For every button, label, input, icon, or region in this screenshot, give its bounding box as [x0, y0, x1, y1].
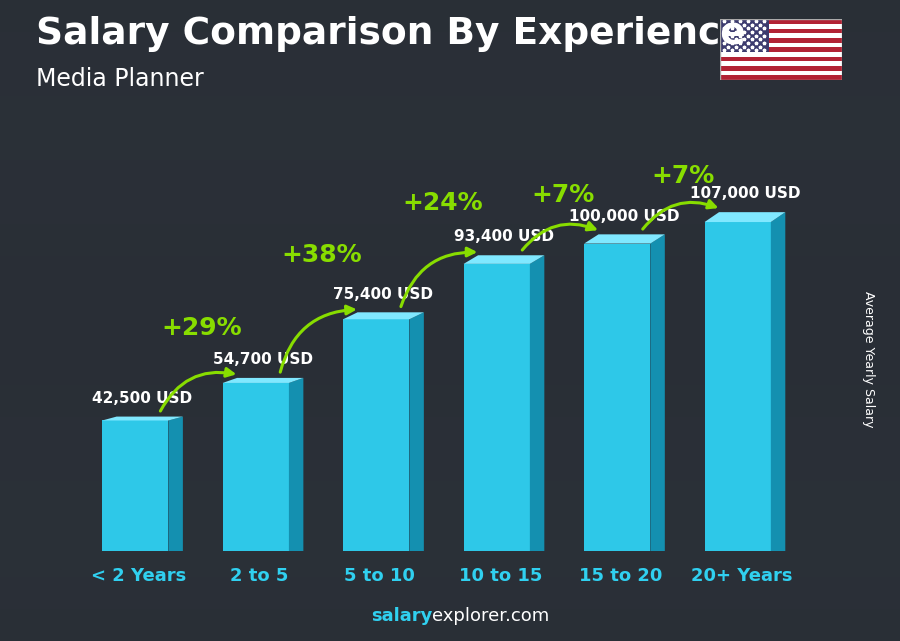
Bar — [720, 29, 842, 33]
Text: Salary Comparison By Experience: Salary Comparison By Experience — [36, 16, 746, 52]
Bar — [0, 160, 900, 192]
Text: 15 to 20: 15 to 20 — [580, 567, 662, 585]
Text: +7%: +7% — [652, 164, 716, 188]
Text: +7%: +7% — [531, 183, 595, 206]
Bar — [0, 224, 900, 256]
Polygon shape — [584, 235, 665, 244]
Bar — [720, 24, 842, 29]
Text: 2 to 5: 2 to 5 — [230, 567, 289, 585]
Text: 100,000 USD: 100,000 USD — [569, 208, 680, 224]
Bar — [0, 288, 900, 320]
Bar — [720, 62, 842, 66]
Bar — [720, 19, 842, 24]
Bar — [720, 38, 842, 43]
Text: 20+ Years: 20+ Years — [690, 567, 792, 585]
Bar — [0, 96, 900, 128]
Text: 75,400 USD: 75,400 USD — [334, 287, 434, 301]
Text: +24%: +24% — [402, 190, 482, 215]
Text: +38%: +38% — [282, 243, 363, 267]
Bar — [0, 513, 900, 545]
Bar — [720, 66, 842, 71]
Polygon shape — [343, 319, 410, 551]
Bar — [0, 385, 900, 417]
Bar — [0, 449, 900, 481]
Polygon shape — [343, 312, 424, 319]
Bar — [0, 545, 900, 577]
Bar — [0, 577, 900, 609]
Polygon shape — [103, 420, 168, 551]
Bar — [720, 47, 842, 52]
Polygon shape — [464, 255, 544, 264]
Bar — [720, 52, 842, 56]
Bar — [720, 76, 842, 80]
Bar — [0, 192, 900, 224]
Bar — [720, 33, 842, 38]
Text: 93,400 USD: 93,400 USD — [454, 229, 554, 244]
Bar — [0, 609, 900, 641]
Bar — [720, 71, 842, 76]
Bar — [0, 353, 900, 385]
Bar — [0, 481, 900, 513]
Polygon shape — [168, 417, 183, 551]
Bar — [0, 256, 900, 288]
Polygon shape — [584, 244, 651, 551]
Text: Media Planner: Media Planner — [36, 67, 203, 91]
Text: explorer.com: explorer.com — [432, 607, 549, 625]
Text: < 2 Years: < 2 Years — [91, 567, 186, 585]
Text: +29%: +29% — [161, 316, 242, 340]
Text: salary: salary — [371, 607, 432, 625]
Text: 42,500 USD: 42,500 USD — [93, 391, 193, 406]
Polygon shape — [464, 264, 530, 551]
Polygon shape — [289, 378, 303, 551]
Bar — [720, 19, 769, 52]
Text: 54,700 USD: 54,700 USD — [213, 352, 313, 367]
Polygon shape — [651, 235, 665, 551]
Bar — [0, 32, 900, 64]
Bar — [0, 417, 900, 449]
Text: 5 to 10: 5 to 10 — [345, 567, 415, 585]
Polygon shape — [530, 255, 544, 551]
Bar — [0, 320, 900, 353]
Bar — [0, 0, 900, 32]
Bar — [0, 64, 900, 96]
Polygon shape — [103, 417, 183, 420]
Polygon shape — [770, 212, 786, 551]
Polygon shape — [222, 378, 303, 383]
Polygon shape — [410, 312, 424, 551]
Text: 107,000 USD: 107,000 USD — [689, 187, 800, 201]
Polygon shape — [705, 222, 770, 551]
Polygon shape — [705, 212, 786, 222]
Polygon shape — [222, 383, 289, 551]
Text: Average Yearly Salary: Average Yearly Salary — [862, 291, 875, 427]
Bar — [720, 56, 842, 62]
Bar — [720, 43, 842, 47]
Text: 10 to 15: 10 to 15 — [459, 567, 542, 585]
Bar — [0, 128, 900, 160]
